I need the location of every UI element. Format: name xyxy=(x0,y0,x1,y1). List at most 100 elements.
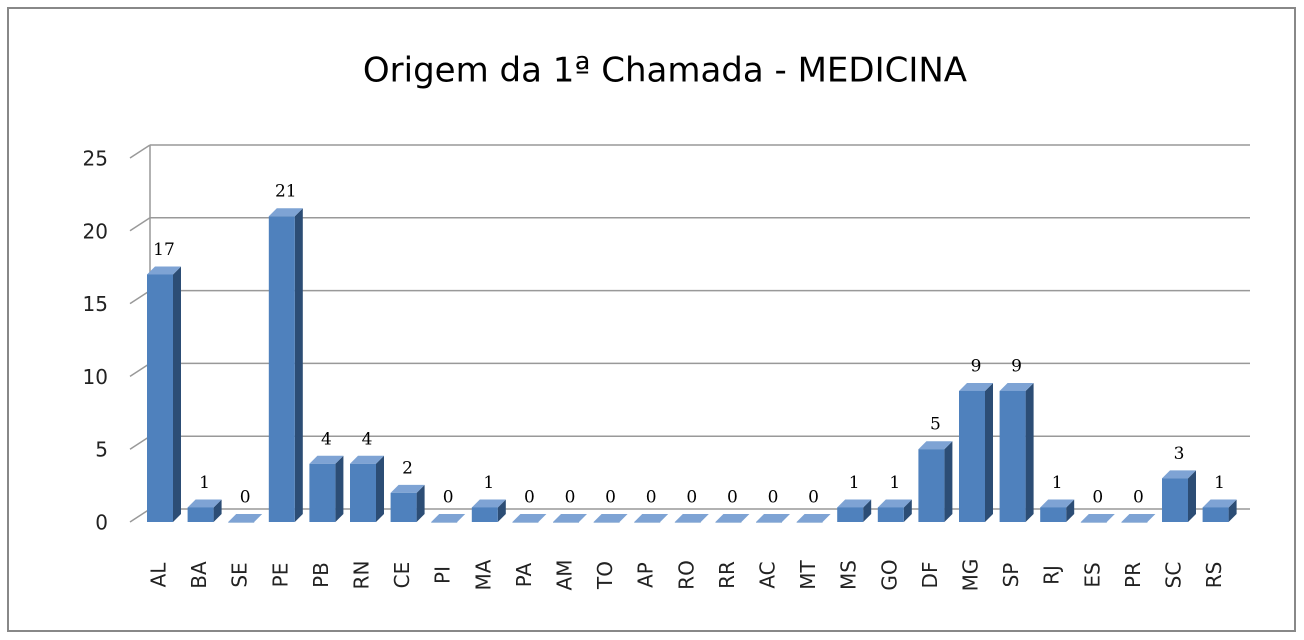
grid-depth xyxy=(129,217,151,232)
bar-face xyxy=(1080,522,1107,523)
bar-face xyxy=(335,455,344,522)
bar xyxy=(999,382,1034,522)
bar-face xyxy=(1188,470,1196,522)
bar-face xyxy=(173,266,181,522)
bar-face xyxy=(837,499,872,508)
value-label: 0 xyxy=(605,488,616,508)
x-tick-label: MG xyxy=(959,559,983,592)
bar-face xyxy=(959,382,993,391)
bar xyxy=(796,514,831,523)
value-label: 1 xyxy=(849,473,860,493)
x-tick-label: AL xyxy=(147,562,171,588)
bar-face xyxy=(1228,499,1237,522)
bar-face xyxy=(877,507,904,522)
x-tick-label: MS xyxy=(837,560,861,590)
bar-face xyxy=(431,514,466,522)
bar xyxy=(674,514,709,523)
bar xyxy=(756,514,790,523)
bar-face xyxy=(350,455,384,464)
bar-face xyxy=(309,455,344,464)
value-label: 3 xyxy=(1174,444,1185,464)
x-tick-label: AC xyxy=(756,561,780,588)
value-label: 2 xyxy=(402,458,413,478)
value-label: 4 xyxy=(362,429,373,449)
bar-face xyxy=(1066,499,1075,522)
value-label: 0 xyxy=(727,488,738,508)
x-tick-label: RS xyxy=(1202,562,1226,589)
value-label: 1 xyxy=(1052,473,1063,493)
bar-face xyxy=(796,514,831,522)
x-tick-label: TO xyxy=(593,561,617,590)
value-label: 0 xyxy=(524,488,535,508)
bar-face xyxy=(634,522,661,523)
bar xyxy=(309,455,344,522)
bar xyxy=(837,499,872,522)
bar-face xyxy=(1025,382,1034,522)
x-tick-label: CE xyxy=(390,562,414,589)
bar-face xyxy=(213,499,222,522)
y-tick-label: 15 xyxy=(83,292,108,316)
value-label: 9 xyxy=(1011,356,1022,376)
bar-face xyxy=(1162,470,1196,479)
bar-face xyxy=(268,208,303,217)
x-tick-label: BA xyxy=(187,561,211,589)
bar xyxy=(918,441,953,522)
value-label: 1 xyxy=(1214,473,1225,493)
bar-face xyxy=(1202,507,1229,522)
bar-face xyxy=(497,499,506,522)
bar-face xyxy=(471,499,506,508)
bar-face xyxy=(147,274,173,522)
bar-face xyxy=(228,514,263,522)
value-label: 9 xyxy=(971,356,982,376)
y-tick-label: 20 xyxy=(83,219,108,243)
x-tick-label: DF xyxy=(918,562,942,589)
bar-face xyxy=(959,390,985,522)
bar-face xyxy=(390,492,417,522)
bar-face xyxy=(416,484,425,522)
x-tick-label: AM xyxy=(553,560,577,591)
bar-face xyxy=(187,499,222,508)
bar-face xyxy=(512,522,539,523)
grid-depth xyxy=(129,289,151,305)
value-label: 17 xyxy=(153,240,175,260)
bar-face xyxy=(1121,514,1156,522)
bar xyxy=(553,514,587,523)
value-label: 0 xyxy=(565,488,576,508)
value-label: 21 xyxy=(275,182,297,202)
bar xyxy=(228,514,263,523)
x-tick-label: RN xyxy=(350,561,374,590)
grid-depth xyxy=(129,144,151,159)
bar-face xyxy=(999,382,1034,391)
bar xyxy=(390,484,425,522)
value-label: 4 xyxy=(321,429,332,449)
bar-face xyxy=(715,514,750,522)
bar-face xyxy=(593,522,620,523)
bar xyxy=(1162,470,1196,522)
value-label: 0 xyxy=(808,488,819,508)
bar-face xyxy=(147,266,181,275)
bar xyxy=(187,499,222,522)
bar xyxy=(593,514,628,523)
x-tick-label: PE xyxy=(268,563,292,588)
bar-face xyxy=(471,507,498,522)
bar-face xyxy=(756,514,790,522)
bar-face xyxy=(1080,514,1115,522)
bar-face xyxy=(553,514,587,522)
bar-face xyxy=(999,390,1026,522)
y-tick-label: 10 xyxy=(83,365,108,389)
value-label: 1 xyxy=(889,473,900,493)
x-tick-label: MA xyxy=(471,559,495,590)
bar-face xyxy=(863,499,872,522)
x-tick-label: AP xyxy=(634,562,658,588)
bar-face xyxy=(1162,478,1188,522)
bar-face xyxy=(756,522,782,523)
bar xyxy=(1202,499,1237,522)
value-label: 0 xyxy=(240,488,251,508)
bar-face xyxy=(985,382,993,522)
bar xyxy=(1040,499,1075,522)
bar xyxy=(877,499,912,522)
bar-face xyxy=(1202,499,1237,508)
x-tick-label: PR xyxy=(1121,562,1145,588)
bar-face xyxy=(431,522,458,523)
